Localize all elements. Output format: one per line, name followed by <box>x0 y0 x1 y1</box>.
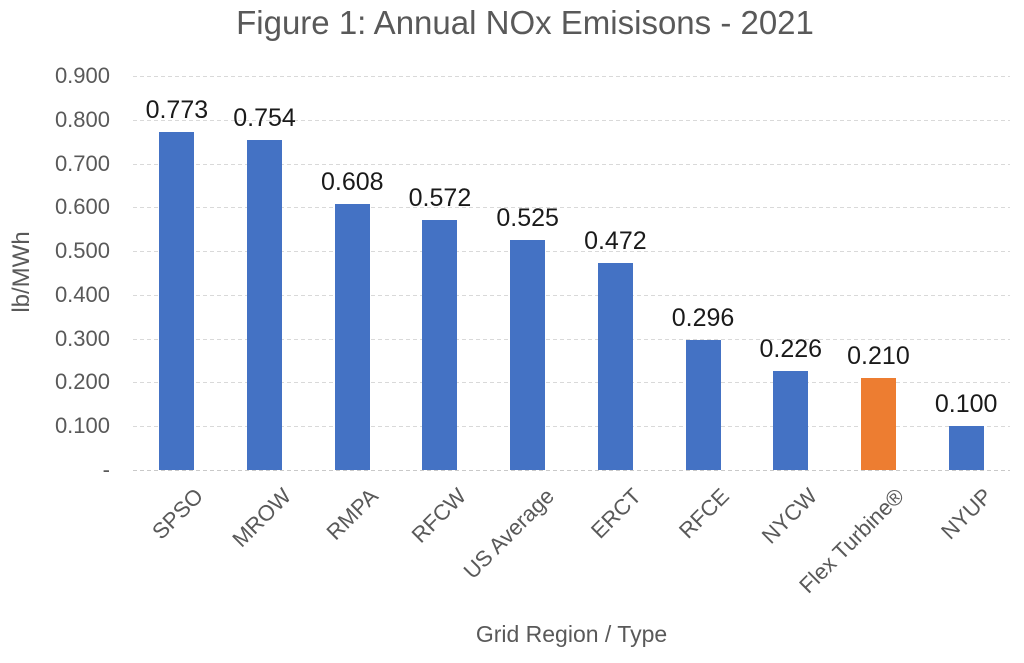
gridline-0.300 <box>133 338 1010 340</box>
bar-value-label-erct: 0.472 <box>584 227 647 256</box>
x-axis-title: Grid Region / Type <box>475 621 668 647</box>
y-tick-label-0.400: 0.400 <box>54 281 110 307</box>
gridline-0.100 <box>133 426 1010 428</box>
bar-spso <box>159 131 195 470</box>
bar-rfce <box>685 340 721 470</box>
bar-value-label-rmpa: 0.608 <box>320 167 384 196</box>
bar-rmpa <box>334 203 370 470</box>
gridline-0.200 <box>133 382 1010 384</box>
gridline-0.600 <box>133 207 1010 209</box>
bar-us-average <box>510 240 546 470</box>
y-tick-label-0.200: 0.200 <box>54 369 110 395</box>
y-tick-label-0.600: 0.600 <box>54 194 110 220</box>
y-tick-label-0.100: 0.100 <box>54 413 110 439</box>
gridline-0.700 <box>133 163 1010 165</box>
y-tick-label-0.700: 0.700 <box>54 150 110 176</box>
bar-value-label-nycw: 0.226 <box>759 335 823 364</box>
bar-flex-turbine <box>860 378 896 470</box>
bar-erct <box>597 263 633 470</box>
y-tick-label-0.500: 0.500 <box>54 238 110 264</box>
bar-value-label-nyup: 0.100 <box>934 390 998 419</box>
plot-area: 0.773 0.754 0.608 0.572 0.525 0.472 0.296 0.226… <box>133 76 1010 471</box>
y-tick-label-0.900: 0.900 <box>54 63 110 88</box>
bar-value-label-spso: 0.773 <box>145 95 209 124</box>
bar-nycw <box>773 371 809 470</box>
bar-mrow <box>247 139 283 470</box>
gridline-0.500 <box>133 251 1010 253</box>
gridline-0.400 <box>133 294 1010 296</box>
gridline-0.800 <box>133 119 1010 121</box>
y-tick-label-0.300: 0.300 <box>54 325 110 351</box>
y-tick-label--: - <box>102 457 110 482</box>
bar-value-label-mrow: 0.754 <box>233 103 296 132</box>
y-tick-label-0.800: 0.800 <box>54 106 110 132</box>
chart-title: Figure 1: Annual NOx Emisisons - 2021 <box>236 4 814 41</box>
bar-value-label-rfcw: 0.572 <box>408 183 472 212</box>
gridline-- <box>133 470 1010 471</box>
bar-nyup <box>948 426 984 470</box>
bar-value-label-rfce: 0.296 <box>671 304 735 333</box>
bar-rfcw <box>422 219 458 470</box>
bar-value-label-flex-turbine: 0.210 <box>847 342 910 371</box>
gridline-0.900 <box>133 76 1010 77</box>
bar-value-label-us-average: 0.525 <box>496 204 559 233</box>
